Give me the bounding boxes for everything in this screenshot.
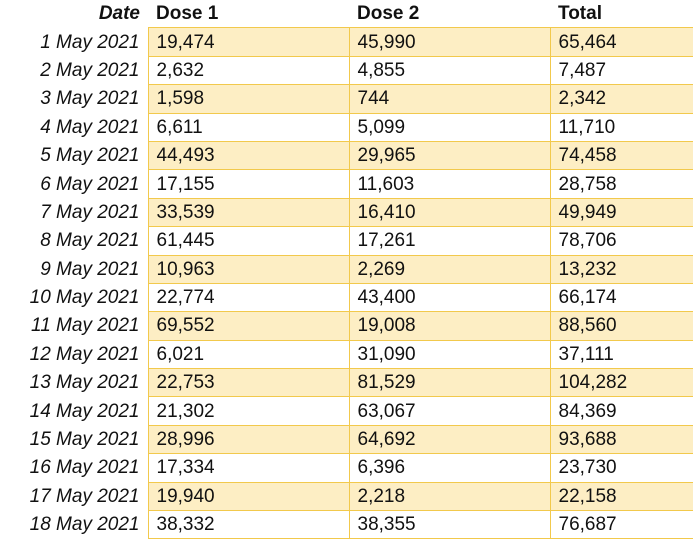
dose-1-cell: 21,302 [147, 396, 350, 426]
dose-2-cell: 744 [348, 84, 551, 114]
date-cell: 18 May 2021 [0, 510, 149, 539]
date-cell: 1 May 2021 [0, 27, 149, 57]
dose-1-cell: 6,611 [147, 112, 350, 142]
dose-2-cell: 4,855 [348, 55, 551, 86]
table-row: 6 May 2021 17,155 11,603 28,758 [0, 169, 693, 199]
dose-2-cell: 31,090 [348, 339, 551, 370]
dose-2-cell: 6,396 [348, 453, 551, 483]
total-cell: 93,688 [549, 424, 693, 455]
table-row: 16 May 2021 17,334 6,396 23,730 [0, 453, 693, 483]
date-cell: 13 May 2021 [0, 368, 149, 397]
table-row: 4 May 2021 6,611 5,099 11,710 [0, 112, 693, 142]
date-cell: 4 May 2021 [0, 113, 149, 142]
table-body: 1 May 2021 19,474 45,990 65,464 2 May 2021 2,… [0, 27, 693, 539]
column-header-dose-2: Dose 2 [349, 0, 550, 29]
total-cell: 65,464 [549, 27, 693, 57]
total-cell: 37,111 [549, 339, 693, 370]
dose-1-cell: 44,493 [147, 140, 350, 171]
date-cell: 16 May 2021 [0, 453, 149, 483]
total-cell: 66,174 [549, 282, 693, 313]
table-row: 5 May 2021 44,493 29,965 74,458 [0, 140, 693, 171]
dose-1-cell: 17,334 [147, 453, 350, 483]
dose-2-cell: 43,400 [348, 282, 551, 313]
table-row: 14 May 2021 21,302 63,067 84,369 [0, 396, 693, 426]
date-cell: 6 May 2021 [0, 169, 149, 199]
date-cell: 7 May 2021 [0, 198, 149, 227]
dose-1-cell: 28,996 [147, 424, 350, 455]
total-cell: 11,710 [549, 112, 693, 142]
column-header-dose-1: Dose 1 [148, 0, 349, 29]
dose-1-cell: 6,021 [147, 339, 350, 370]
table-row: 3 May 2021 1,598 744 2,342 [0, 84, 693, 114]
date-cell: 10 May 2021 [0, 283, 149, 312]
dose-2-cell: 16,410 [348, 197, 551, 228]
total-cell: 84,369 [549, 396, 693, 426]
table-row: 2 May 2021 2,632 4,855 7,487 [0, 55, 693, 86]
dose-2-cell: 19,008 [348, 311, 551, 341]
dose-2-cell: 81,529 [348, 368, 551, 398]
dose-1-cell: 33,539 [147, 197, 350, 228]
date-cell: 2 May 2021 [0, 56, 149, 85]
total-cell: 13,232 [549, 254, 693, 284]
table-row: 7 May 2021 33,539 16,410 49,949 [0, 197, 693, 228]
total-cell: 7,487 [549, 55, 693, 86]
date-cell: 15 May 2021 [0, 425, 149, 454]
date-cell: 12 May 2021 [0, 340, 149, 369]
table-row: 10 May 2021 22,774 43,400 66,174 [0, 282, 693, 313]
date-cell: 9 May 2021 [0, 255, 149, 284]
dose-1-cell: 61,445 [147, 226, 350, 256]
table-row: 9 May 2021 10,963 2,269 13,232 [0, 254, 693, 284]
dose-1-cell: 19,940 [147, 481, 350, 512]
dose-2-cell: 64,692 [348, 424, 551, 455]
dose-2-cell: 2,269 [348, 254, 551, 284]
dose-1-cell: 17,155 [147, 169, 350, 199]
dose-1-cell: 69,552 [147, 311, 350, 341]
total-cell: 76,687 [549, 510, 693, 539]
table-header: Date Dose 1 Dose 2 Total [0, 0, 693, 29]
date-cell: 11 May 2021 [0, 311, 149, 341]
date-cell: 14 May 2021 [0, 396, 149, 426]
total-cell: 22,158 [549, 481, 693, 512]
dose-1-cell: 2,632 [147, 55, 350, 86]
date-cell: 3 May 2021 [0, 84, 149, 114]
column-header-date: Date [0, 0, 148, 28]
table-row: 12 May 2021 6,021 31,090 37,111 [0, 339, 693, 370]
dose-2-cell: 45,990 [348, 27, 551, 57]
dose-2-cell: 38,355 [348, 510, 551, 539]
header-row: Date Dose 1 Dose 2 Total [0, 0, 693, 29]
date-cell: 5 May 2021 [0, 141, 149, 170]
total-cell: 49,949 [549, 197, 693, 228]
total-cell: 2,342 [549, 84, 693, 114]
dose-1-cell: 1,598 [147, 84, 350, 114]
dose-1-cell: 38,332 [147, 510, 350, 539]
table-row: 15 May 2021 28,996 64,692 93,688 [0, 424, 693, 455]
dose-2-cell: 2,218 [348, 481, 551, 512]
table-row: 17 May 2021 19,940 2,218 22,158 [0, 481, 693, 512]
total-cell: 74,458 [549, 140, 693, 171]
date-cell: 17 May 2021 [0, 482, 149, 511]
dose-1-cell: 22,753 [147, 368, 350, 398]
dose-2-cell: 17,261 [348, 226, 551, 256]
dose-1-cell: 22,774 [147, 282, 350, 313]
dose-1-cell: 10,963 [147, 254, 350, 284]
table-row: 8 May 2021 61,445 17,261 78,706 [0, 226, 693, 256]
table-row: 13 May 2021 22,753 81,529 104,282 [0, 368, 693, 398]
dose-1-cell: 19,474 [147, 27, 350, 57]
total-cell: 88,560 [549, 311, 693, 341]
date-cell: 8 May 2021 [0, 226, 149, 256]
dose-2-cell: 11,603 [348, 169, 551, 199]
table-row: 11 May 2021 69,552 19,008 88,560 [0, 311, 693, 341]
table-row: 1 May 2021 19,474 45,990 65,464 [0, 27, 693, 57]
total-cell: 78,706 [549, 226, 693, 256]
dose-2-cell: 29,965 [348, 140, 551, 171]
total-cell: 23,730 [549, 453, 693, 483]
dose-2-cell: 5,099 [348, 112, 551, 142]
total-cell: 104,282 [549, 368, 693, 398]
dose-2-cell: 63,067 [348, 396, 551, 426]
column-header-total: Total [550, 0, 693, 29]
total-cell: 28,758 [549, 169, 693, 199]
table-row: 18 May 2021 38,332 38,355 76,687 [0, 510, 693, 539]
